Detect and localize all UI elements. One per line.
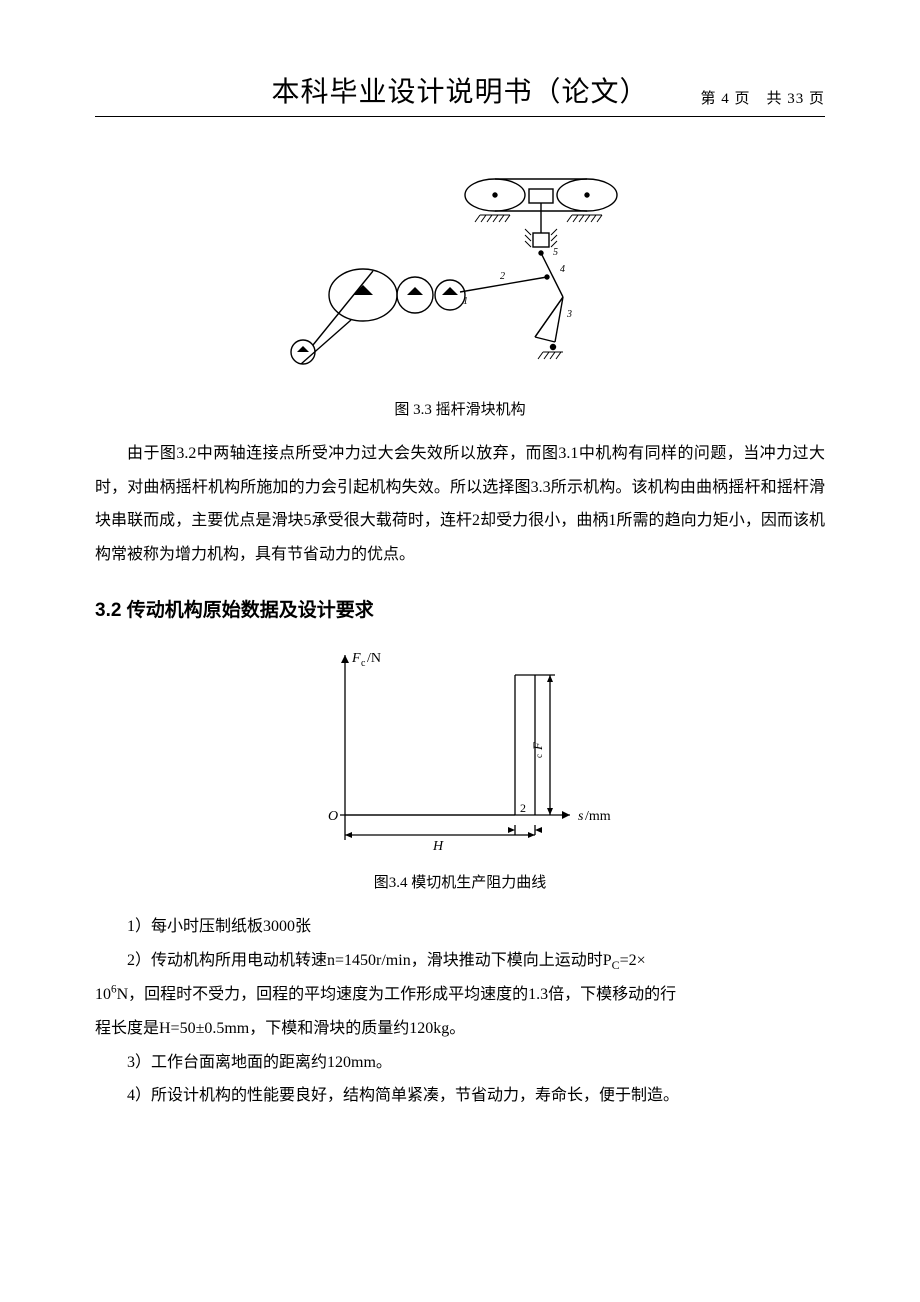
paragraph-1: 由于图3.2中两轴连接点所受冲力过大会失效所以放弃，而图3.1中机构有同样的问题…	[95, 437, 825, 571]
req2-l2-a: 10	[95, 986, 111, 1003]
figure-3-3: 5 4 3 2 1	[95, 167, 825, 419]
fig-3-3-caption: 图 3.3 摇杆滑块机构	[95, 398, 825, 419]
svg-text:3: 3	[566, 309, 572, 320]
svg-text:F: F	[530, 741, 545, 751]
page-header: 本科毕业设计说明书（论文） 第 4 页 共 33 页	[95, 70, 825, 117]
req-item-3: 3）工作台面离地面的距离约120mm。	[95, 1046, 825, 1080]
header-pager: 第 4 页 共 33 页	[700, 87, 825, 108]
req2-sub: C	[612, 958, 620, 972]
figure-3-4: F c /N s /mm O F c 2	[95, 640, 825, 892]
section-3-2-title: 传动机构原始数据及设计要求	[127, 600, 374, 621]
svg-text:H: H	[432, 839, 444, 854]
req2-b: =2×	[620, 952, 646, 969]
svg-text:c: c	[534, 754, 544, 758]
header-row: 本科毕业设计说明书（论文） 第 4 页 共 33 页	[95, 70, 825, 110]
fig-3-4-caption: 图3.4 模切机生产阻力曲线	[95, 871, 825, 892]
req-item-2-line1: 2）传动机构所用电动机转速n=1450r/min，滑块推动下模向上运动时PC=2…	[95, 944, 825, 978]
section-3-2-num: 3.2	[95, 600, 121, 621]
svg-text:4: 4	[560, 264, 565, 275]
svg-text:5: 5	[553, 247, 558, 258]
svg-text:1: 1	[463, 296, 468, 307]
req2-l2-b: N，回程时不受力，回程的平均速度为工作形成平均速度的1.3倍，下模移动的行	[117, 986, 677, 1003]
header-title: 本科毕业设计说明书（论文）	[271, 70, 648, 110]
svg-text:F: F	[351, 651, 361, 666]
svg-text:/N: /N	[367, 651, 381, 666]
svg-text:2: 2	[520, 801, 526, 815]
svg-text:s: s	[578, 809, 584, 824]
req-item-2-line2: 106N，回程时不受力，回程的平均速度为工作形成平均速度的1.3倍，下模移动的行	[95, 978, 825, 1012]
svg-text:c: c	[361, 658, 366, 669]
section-3-2-heading: 3.2 传动机构原始数据及设计要求	[95, 595, 825, 622]
svg-text:/mm: /mm	[585, 809, 611, 824]
fig-3-4-svg: F c /N s /mm O F c 2	[290, 640, 630, 860]
svg-text:O: O	[328, 809, 338, 824]
req-item-4: 4）所设计机构的性能要良好，结构简单紧凑，节省动力，寿命长，便于制造。	[95, 1079, 825, 1113]
svg-text:2: 2	[500, 271, 505, 282]
req2-a: 2）传动机构所用电动机转速n=1450r/min，滑块推动下模向上运动时P	[127, 952, 612, 969]
req-item-2-line3: 程长度是H=50±0.5mm，下模和滑块的质量约120kg。	[95, 1012, 825, 1046]
req-item-1: 1）每小时压制纸板3000张	[95, 910, 825, 944]
fig-3-3-svg: 5 4 3 2 1	[275, 167, 645, 387]
